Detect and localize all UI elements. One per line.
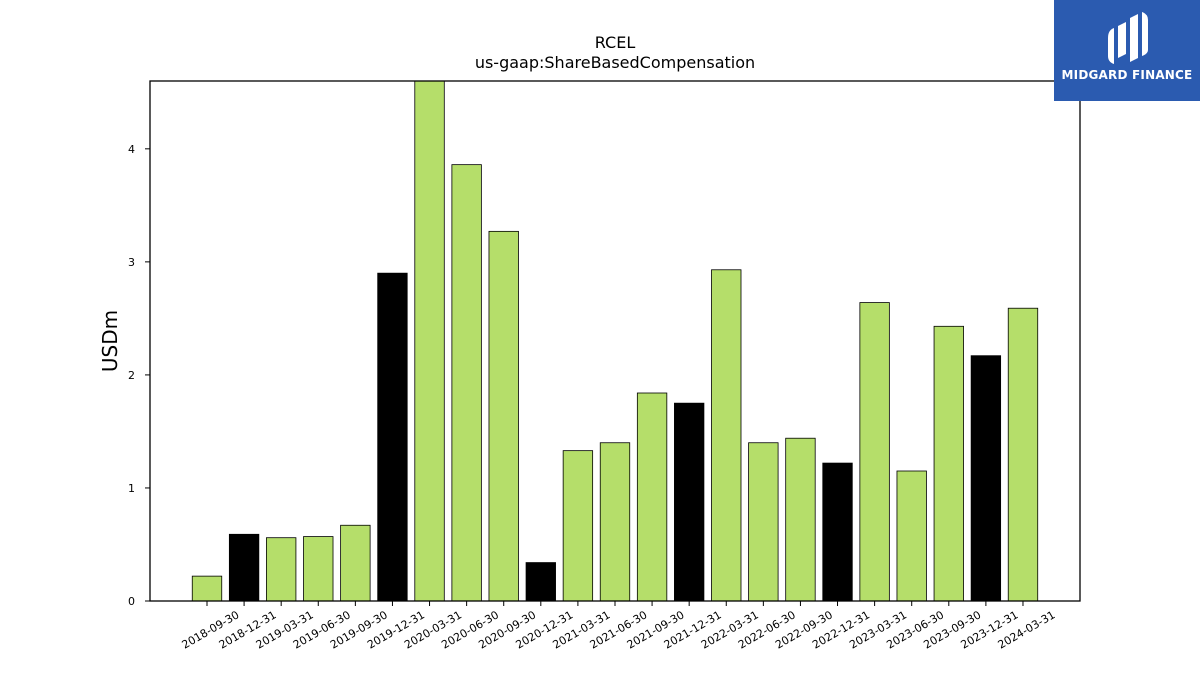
bar-2023-09-30 — [933, 325, 964, 602]
bar-2018-09-30 — [191, 575, 223, 602]
bar-2018-12-31 — [228, 533, 260, 602]
chart-title: RCEL — [595, 33, 636, 52]
y-tick-label: 4 — [128, 143, 135, 156]
chart-subtitle: us-gaap:ShareBasedCompensation — [475, 53, 755, 72]
bar-2022-03-31 — [711, 269, 742, 602]
bar-2022-12-31 — [822, 462, 853, 602]
bar-2021-03-31 — [562, 450, 594, 602]
logo-text: MIDGARD FINANCE — [1061, 68, 1193, 82]
y-tick-label: 2 — [128, 369, 135, 382]
bar-2020-06-30 — [451, 164, 482, 602]
bar-2023-03-31 — [859, 302, 890, 602]
bar-2019-12-31 — [377, 272, 408, 602]
bar-2021-12-31 — [674, 402, 705, 602]
bar-2021-06-30 — [599, 442, 631, 602]
plot-frame — [149, 80, 1081, 602]
bar-2023-06-30 — [896, 470, 927, 602]
bar-2022-09-30 — [785, 437, 816, 602]
bar-2020-09-30 — [488, 230, 519, 602]
y-axis-label: USDm — [98, 310, 122, 372]
bar-2019-09-30 — [340, 524, 371, 602]
bar-2023-12-31 — [970, 355, 1002, 602]
y-axis: 0 1 2 3 4 — [128, 143, 150, 608]
bar-2021-09-30 — [636, 392, 668, 602]
bar-2019-06-30 — [303, 536, 334, 602]
bar-2019-03-31 — [266, 537, 297, 602]
midgard-logo-icon — [1108, 12, 1148, 64]
bar-2022-06-30 — [748, 442, 779, 602]
x-axis: 2018-09-302018-12-312019-03-312019-06-30… — [180, 601, 1057, 652]
y-tick-label: 3 — [128, 256, 135, 269]
y-tick-label: 1 — [128, 482, 135, 495]
y-tick-label: 0 — [128, 595, 135, 608]
bars-group — [191, 80, 1039, 602]
bar-2020-03-31 — [414, 80, 445, 602]
bar-2024-03-31 — [1007, 307, 1039, 602]
bar-2020-12-31 — [525, 562, 556, 602]
midgard-logo: MIDGARD FINANCE — [1054, 0, 1200, 101]
